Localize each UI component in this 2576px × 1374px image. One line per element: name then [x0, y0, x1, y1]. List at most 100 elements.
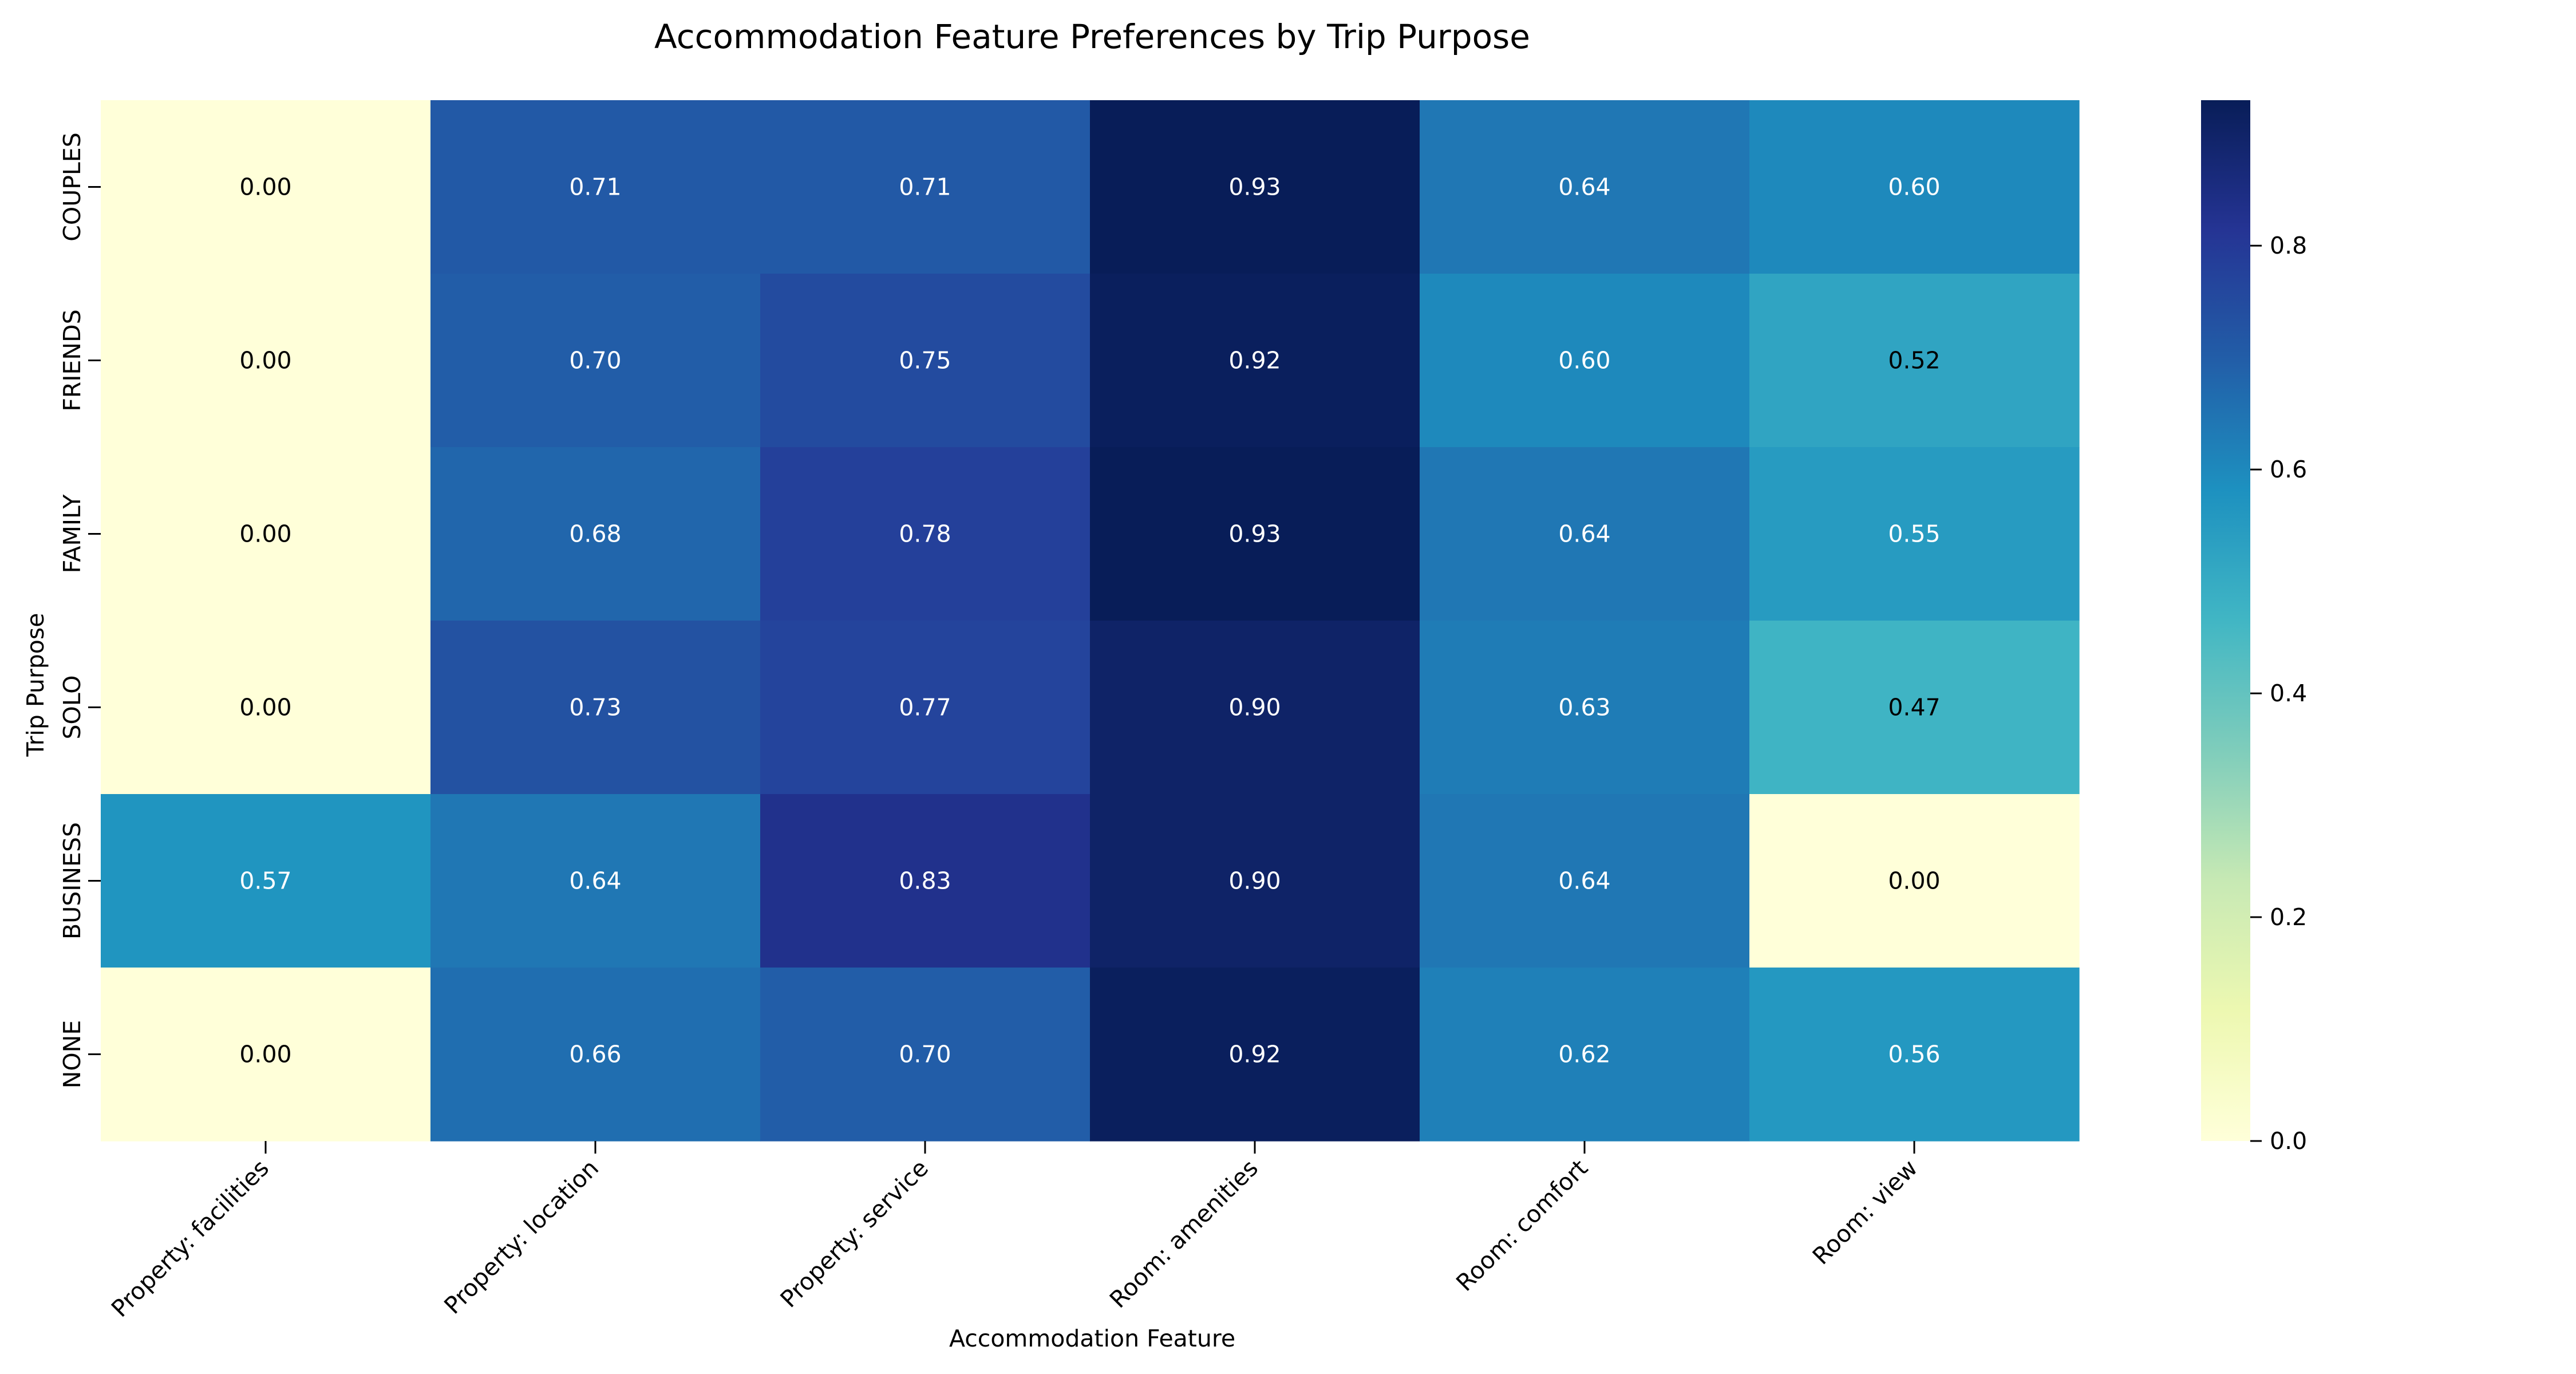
heatmap-cell-r2-c2 [760, 447, 1091, 621]
heatmap-cell-r1-c0 [101, 274, 431, 448]
heatmap-cell-r5-c3 [1090, 968, 1420, 1142]
y-tick-label-1: FRIENDS [58, 309, 86, 411]
heatmap-cell-r5-c4 [1420, 968, 1750, 1142]
heatmap-cell-r3-c0 [101, 621, 431, 795]
heatmap-cell-r0-c4 [1420, 100, 1750, 274]
heatmap-cell-r3-c4 [1420, 621, 1750, 795]
cell-annotation-r0-c5: 0.60 [1888, 173, 1940, 201]
colorbar: 0.0 0.2 0.4 0.6 0.8 [2201, 100, 2307, 1155]
heatmap-cell-r3-c1 [430, 621, 761, 795]
cell-annotation-r2-c2: 0.78 [899, 520, 951, 548]
colorbar-tick-label-4: 0.8 [2270, 232, 2307, 259]
heatmap-cell-r1-c5 [1749, 274, 2080, 448]
heatmap-cell-r0-c2 [760, 100, 1091, 274]
colorbar-tick-label-3: 0.6 [2270, 456, 2307, 483]
cell-annotation-r5-c3: 0.92 [1228, 1041, 1281, 1068]
heatmap-cell-r2-c4 [1420, 447, 1750, 621]
cell-annotation-r1-c0: 0.00 [239, 347, 291, 374]
colorbar-tick-label-2: 0.4 [2270, 680, 2307, 707]
heatmap-cell-r3-c5 [1749, 621, 2080, 795]
heatmap-cell-r0-c0 [101, 100, 431, 274]
heatmap-cell-r4-c4 [1420, 794, 1750, 968]
heatmap-cell-r5-c1 [430, 968, 761, 1142]
cell-annotation-r3-c2: 0.77 [899, 694, 951, 721]
cell-annotation-r2-c3: 0.93 [1228, 520, 1281, 548]
heatmap-cell-r4-c2 [760, 794, 1091, 968]
heatmap-cell-r4-c5 [1749, 794, 2080, 968]
heatmap-cell-r4-c3 [1090, 794, 1420, 968]
y-tick-label-5: NONE [58, 1020, 86, 1089]
cell-annotation-r0-c3: 0.93 [1228, 173, 1281, 201]
chart-title: Accommodation Feature Preferences by Tri… [654, 17, 1530, 56]
heatmap-cell-r0-c1 [430, 100, 761, 274]
heatmap-cell-r0-c3 [1090, 100, 1420, 274]
cell-annotation-r4-c4: 0.64 [1558, 867, 1610, 895]
colorbar-tick-label-0: 0.0 [2270, 1127, 2307, 1155]
colorbar-gradient [2201, 100, 2250, 1141]
cell-annotation-r2-c4: 0.64 [1558, 520, 1610, 548]
heatmap-cell-r2-c1 [430, 447, 761, 621]
x-tick-label-2: Property: service [775, 1154, 934, 1313]
cell-annotation-r5-c5: 0.56 [1888, 1041, 1940, 1068]
heatmap-cell-r3-c3 [1090, 621, 1420, 795]
heatmap-annotations: 0.00 0.71 0.71 0.93 0.64 0.60 0.00 0.70 0.75 0.92… [239, 173, 1940, 1068]
cell-annotation-r5-c2: 0.70 [899, 1041, 951, 1068]
heatmap-cell-r1-c4 [1420, 274, 1750, 448]
cell-annotation-r4-c1: 0.64 [569, 867, 621, 895]
y-tick-label-4: BUSINESS [58, 822, 86, 939]
cell-annotation-r5-c1: 0.66 [569, 1041, 621, 1068]
cell-annotation-r2-c0: 0.00 [239, 520, 291, 548]
cell-annotation-r4-c5: 0.00 [1888, 867, 1940, 895]
y-tick-label-0: COUPLES [58, 132, 86, 241]
x-tick-label-4: Room: comfort [1451, 1154, 1593, 1297]
heatmap-cell-r1-c1 [430, 274, 761, 448]
cell-annotation-r2-c1: 0.68 [569, 520, 621, 548]
heatmap-cell-r1-c2 [760, 274, 1091, 448]
cell-annotation-r5-c4: 0.62 [1558, 1041, 1610, 1068]
cell-annotation-r3-c5: 0.47 [1888, 694, 1940, 721]
cell-annotation-r1-c1: 0.70 [569, 347, 621, 374]
cell-annotation-r1-c4: 0.60 [1558, 347, 1610, 374]
cell-annotation-r2-c5: 0.55 [1888, 520, 1940, 548]
heatmap-cell-r2-c3 [1090, 447, 1420, 621]
heatmap-cell-r3-c2 [760, 621, 1091, 795]
cell-annotation-r1-c3: 0.92 [1228, 347, 1281, 374]
y-axis: COUPLES FRIENDS FAMILY SOLO BUSINESS NONE [58, 132, 101, 1088]
heatmap-cell-r5-c0 [101, 968, 431, 1142]
heatmap-cell-r5-c2 [760, 968, 1091, 1142]
x-tick-label-5: Room: view [1807, 1154, 1923, 1270]
x-axis: Property: facilities Property: location Pr… [106, 1141, 1923, 1322]
cell-annotation-r3-c4: 0.63 [1558, 694, 1610, 721]
y-tick-label-2: FAMILY [58, 494, 86, 574]
heatmap-cell-r4-c1 [430, 794, 761, 968]
x-tick-label-3: Room: amenities [1104, 1154, 1263, 1313]
heatmap-cell-r4-c0 [101, 794, 431, 968]
cell-annotation-r4-c0: 0.57 [239, 867, 291, 895]
y-tick-label-3: SOLO [58, 676, 86, 740]
cell-annotation-r3-c3: 0.90 [1228, 694, 1281, 721]
cell-annotation-r5-c0: 0.00 [239, 1041, 291, 1068]
cell-annotation-r0-c2: 0.71 [899, 173, 951, 201]
cell-annotation-r4-c3: 0.90 [1228, 867, 1281, 895]
cell-annotation-r0-c4: 0.64 [1558, 173, 1610, 201]
heatmap-cell-r5-c5 [1749, 968, 2080, 1142]
cell-annotation-r1-c5: 0.52 [1888, 347, 1940, 374]
heatmap-cell-r0-c5 [1749, 100, 2080, 274]
cell-annotation-r1-c2: 0.75 [899, 347, 951, 374]
y-axis-label: Trip Purpose [22, 613, 49, 757]
cell-annotation-r0-c0: 0.00 [239, 173, 291, 201]
cell-annotation-r3-c1: 0.73 [569, 694, 621, 721]
x-tick-label-1: Property: location [439, 1154, 605, 1320]
x-axis-label: Accommodation Feature [949, 1325, 1235, 1352]
colorbar-tick-label-1: 0.2 [2270, 903, 2307, 931]
heatmap-cells [101, 100, 2080, 1142]
cell-annotation-r4-c2: 0.83 [899, 867, 951, 895]
heatmap-cell-r2-c5 [1749, 447, 2080, 621]
heatmap-cell-r1-c3 [1090, 274, 1420, 448]
cell-annotation-r0-c1: 0.71 [569, 173, 621, 201]
x-tick-label-0: Property: facilities [106, 1154, 274, 1322]
cell-annotation-r3-c0: 0.00 [239, 694, 291, 721]
heatmap-cell-r2-c0 [101, 447, 431, 621]
